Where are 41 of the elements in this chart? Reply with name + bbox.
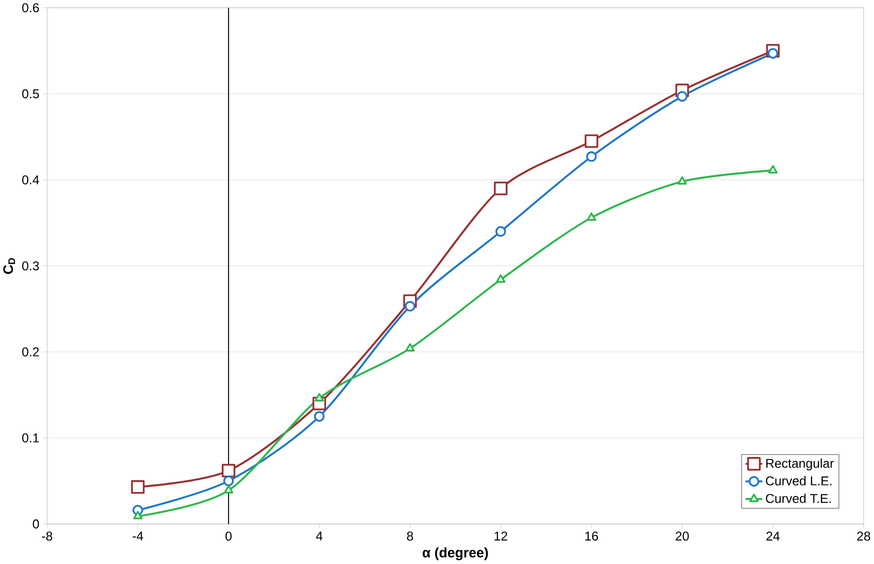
point — [495, 226, 506, 237]
point — [768, 165, 778, 174]
legend-label: Curved L.E. — [766, 476, 832, 486]
y-tick-label: 0.1 — [22, 434, 39, 443]
legend-label: Curved T.E. — [766, 494, 831, 504]
y-tick-label: 0.6 — [22, 4, 39, 13]
y-tick-label: 0.3 — [22, 262, 39, 271]
x-axis-title: α (degree) — [422, 548, 488, 560]
x-tick-label: 4 — [316, 532, 322, 541]
point — [586, 212, 596, 222]
legend-label: Rectangular — [766, 458, 834, 471]
x-tick-label: -4 — [132, 532, 144, 541]
x-tick-label: 0 — [226, 532, 232, 541]
point — [768, 48, 778, 59]
point — [676, 91, 688, 102]
y-tick-label: 0.4 — [22, 176, 40, 185]
point — [314, 411, 325, 422]
point — [133, 511, 143, 520]
point — [404, 301, 416, 312]
point — [224, 485, 234, 494]
point — [496, 274, 506, 283]
x-tick-label: 20 — [676, 532, 689, 541]
y-tick-label: 0.2 — [22, 348, 39, 357]
text: C$_{D}$ — [3, 258, 15, 274]
point — [314, 393, 324, 402]
y-tick-label: 0 — [32, 520, 39, 529]
x-tick-label: 12 — [494, 532, 508, 541]
x-tick-label: 16 — [585, 532, 598, 541]
point — [131, 480, 145, 494]
point — [586, 152, 597, 162]
point — [677, 176, 687, 185]
x-tick-label: 8 — [407, 532, 413, 541]
y-tick-label: 0.5 — [22, 90, 39, 99]
x-tick-label: 24 — [766, 532, 780, 541]
point — [223, 476, 234, 486]
point — [494, 182, 508, 196]
point — [405, 343, 415, 352]
point — [584, 134, 598, 148]
x-tick-label: 28 — [857, 532, 870, 541]
point — [222, 464, 236, 478]
x-tick-label: -8 — [42, 532, 52, 541]
